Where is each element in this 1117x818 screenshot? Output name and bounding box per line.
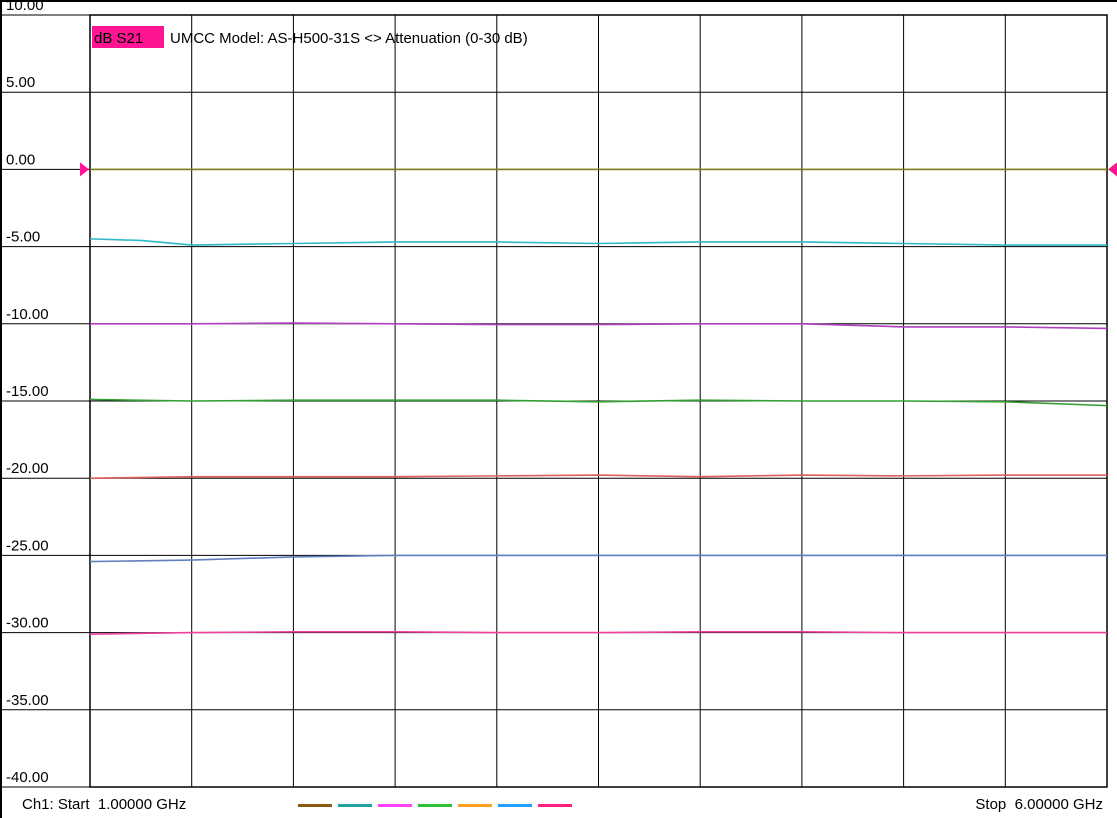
reference-marker-right <box>1108 162 1117 177</box>
title-badge-label: dB S21 <box>94 30 143 47</box>
trace-line <box>89 554 1107 563</box>
chart-traces <box>89 168 1108 635</box>
y-tick-label: -25.00 <box>6 537 49 554</box>
trace-swatch <box>298 804 332 807</box>
y-tick-label: -15.00 <box>6 383 49 400</box>
trace-swatch <box>418 804 452 807</box>
trace-swatches <box>298 804 578 807</box>
title-badge <box>92 26 164 48</box>
y-tick-label: 5.00 <box>6 74 35 91</box>
trace-line <box>89 238 1107 246</box>
reference-markers <box>80 162 1117 177</box>
start-frequency-label: Ch1: Start 1.00000 GHz <box>22 796 187 813</box>
trace-swatch <box>458 804 492 807</box>
y-axis-ticks: 10.00 5.00 0.00 -5.00 -10.00 -15.00 -20.00 -25.… <box>6 2 49 786</box>
trace-line <box>89 631 1107 635</box>
chart-title: dB S21 UMCC Model: AS-H500-31S <> Attenu… <box>92 26 528 48</box>
y-tick-label: -5.00 <box>6 229 40 246</box>
trace-swatch <box>378 804 412 807</box>
trace-line <box>89 474 1107 479</box>
trace-line <box>90 322 1108 330</box>
trace-line <box>89 398 1108 407</box>
y-tick-label: -40.00 <box>6 769 49 786</box>
y-tick-label: 0.00 <box>6 151 35 168</box>
status-footer: Ch1: Start 1.00000 GHz Stop 6.00000 GHz <box>2 792 1117 818</box>
y-tick-label: -20.00 <box>6 460 49 477</box>
stop-frequency-label: Stop 6.00000 GHz <box>975 796 1103 813</box>
reference-marker-left <box>80 162 89 177</box>
title-label: UMCC Model: AS-H500-31S <> Attenuation (… <box>170 30 528 47</box>
y-tick-label: -30.00 <box>6 615 49 632</box>
trace-swatch <box>338 804 372 807</box>
trace-swatch <box>538 804 572 807</box>
y-tick-label: 10.00 <box>6 2 44 14</box>
chart-plot: 10.00 5.00 0.00 -5.00 -10.00 -15.00 -20.00 -25.… <box>2 2 1117 788</box>
y-tick-label: -35.00 <box>6 692 49 709</box>
trace-swatch <box>498 804 532 807</box>
y-tick-label: -10.00 <box>6 306 49 323</box>
